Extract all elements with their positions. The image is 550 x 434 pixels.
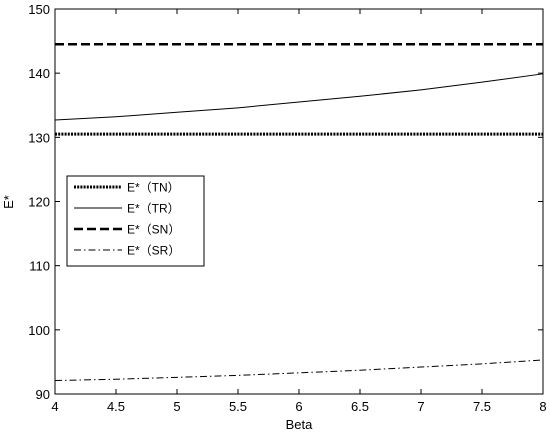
x-tick-label: 4.5: [107, 399, 125, 414]
legend-label-e-tr: E*（TR）: [127, 202, 180, 216]
legend-label-e-sr: E*（SR）: [127, 244, 180, 258]
x-tick-label: 7: [417, 399, 424, 414]
series-line-e-sr: [54, 359, 544, 382]
y-tick-label: 140: [28, 66, 50, 81]
legend: E*（TN） E*（TR） E*（SN） E*（SR）: [66, 175, 205, 267]
series-line-e-tr: [54, 73, 544, 121]
y-tick-label: 150: [28, 2, 50, 17]
x-tick-label: 6.5: [351, 399, 369, 414]
x-tick-label: 7.5: [473, 399, 491, 414]
y-tick-label: 120: [28, 195, 50, 210]
x-tick-label: 6: [295, 399, 302, 414]
legend-label-e-tn: E*（TN）: [127, 181, 180, 195]
legend-box: [66, 175, 205, 267]
x-tick-label: 4: [51, 399, 58, 414]
y-tick-label: 90: [36, 387, 50, 402]
x-tick-label: 8: [539, 399, 546, 414]
y-tick-label: 110: [29, 259, 50, 274]
legend-label-e-sn: E*（SN）: [127, 223, 180, 237]
y-axis: 90 100 110 120 130 140 150: [28, 2, 543, 402]
x-tick-label: 5: [173, 399, 180, 414]
x-tick-label: 5.5: [229, 399, 247, 414]
y-axis-label: E*: [1, 195, 16, 209]
y-tick-label: 130: [28, 130, 50, 145]
y-tick-label: 100: [28, 323, 50, 338]
x-axis-label: Beta: [286, 417, 314, 432]
x-axis: 4 4.5 5 5.5 6 6.5 7 7.5 8: [51, 9, 547, 414]
series-layer: [54, 43, 544, 382]
